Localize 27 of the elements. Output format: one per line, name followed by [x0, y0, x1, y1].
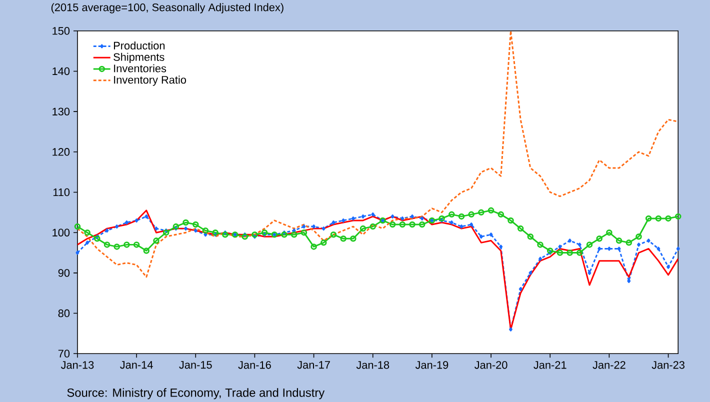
source-note: Source: Ministry of Economy, Trade and Industry	[67, 388, 325, 400]
legend-label: Inventories	[114, 64, 166, 72]
y-tick-label: 140	[52, 67, 70, 75]
x-tick-label: Jan-14	[120, 360, 153, 369]
y-tick-label: 120	[52, 148, 70, 156]
y-tick-label: 70	[58, 350, 70, 358]
y-tick-label: 100	[52, 228, 70, 236]
x-tick-label: Jan-18	[356, 360, 390, 369]
x-tick-label: Jan-17	[297, 360, 330, 369]
y-tick-label: 130	[52, 108, 70, 116]
x-tick-label: Jan-21	[534, 360, 566, 369]
legend-label: Production	[114, 41, 165, 50]
line-series	[77, 30, 678, 278]
chart-title: (2015 average=100, Seasonally Adjusted Index)	[51, 2, 284, 14]
x-tick-label: Jan-20	[474, 360, 508, 369]
x-tick-label: Jan-19	[415, 360, 448, 369]
x-tick-label: Jan-22	[592, 360, 626, 369]
legend-label: Shipments	[114, 52, 164, 63]
y-tick-label: 110	[53, 188, 70, 196]
x-tick-label: Jan-15	[179, 360, 212, 369]
y-tick-label: 150	[52, 26, 70, 35]
x-tick-label: Jan-23	[652, 360, 684, 369]
x-tick-label: Jan-13	[60, 360, 94, 369]
legend-label: Inventory Ratio	[114, 75, 186, 86]
x-tick-label: Jan-16	[238, 360, 271, 369]
y-tick-label: 90	[58, 268, 70, 277]
y-tick-label: 80	[58, 309, 70, 317]
